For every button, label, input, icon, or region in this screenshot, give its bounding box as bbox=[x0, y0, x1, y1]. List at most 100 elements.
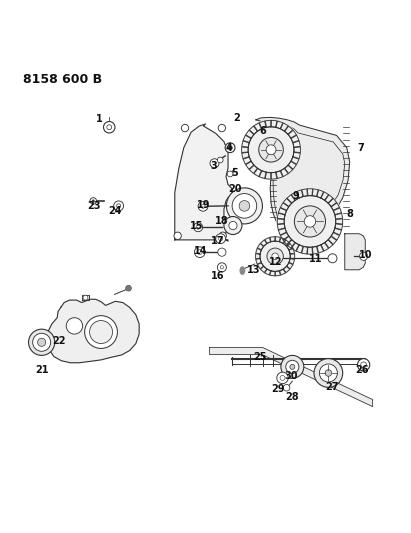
Circle shape bbox=[66, 318, 83, 334]
Polygon shape bbox=[265, 172, 271, 179]
Polygon shape bbox=[242, 147, 248, 152]
Polygon shape bbox=[291, 157, 299, 164]
Polygon shape bbox=[287, 195, 295, 203]
Polygon shape bbox=[246, 130, 254, 138]
Circle shape bbox=[104, 122, 115, 133]
Polygon shape bbox=[321, 192, 328, 200]
Polygon shape bbox=[242, 152, 249, 159]
Circle shape bbox=[266, 145, 276, 155]
Polygon shape bbox=[312, 246, 318, 254]
Polygon shape bbox=[240, 267, 245, 274]
Circle shape bbox=[219, 232, 226, 239]
Polygon shape bbox=[285, 165, 293, 173]
Text: 27: 27 bbox=[325, 382, 338, 392]
Circle shape bbox=[114, 201, 124, 211]
Polygon shape bbox=[317, 245, 323, 253]
Polygon shape bbox=[277, 219, 284, 224]
Text: 3: 3 bbox=[210, 161, 217, 171]
Circle shape bbox=[225, 143, 235, 152]
Text: 18: 18 bbox=[215, 216, 229, 225]
Polygon shape bbox=[82, 295, 89, 300]
Circle shape bbox=[319, 364, 337, 382]
Circle shape bbox=[218, 248, 226, 256]
Circle shape bbox=[272, 253, 278, 260]
Text: 29: 29 bbox=[272, 384, 285, 394]
Text: 15: 15 bbox=[190, 221, 203, 231]
Circle shape bbox=[325, 370, 332, 376]
Polygon shape bbox=[312, 189, 318, 197]
Text: 10: 10 bbox=[358, 250, 372, 260]
Polygon shape bbox=[265, 238, 271, 244]
Polygon shape bbox=[307, 189, 312, 196]
Text: 14: 14 bbox=[194, 246, 207, 256]
Polygon shape bbox=[270, 271, 275, 276]
Circle shape bbox=[90, 198, 97, 204]
Polygon shape bbox=[46, 299, 139, 363]
Polygon shape bbox=[277, 213, 285, 219]
Polygon shape bbox=[336, 219, 343, 224]
Polygon shape bbox=[335, 213, 343, 219]
Polygon shape bbox=[271, 120, 277, 127]
Circle shape bbox=[224, 216, 242, 235]
Circle shape bbox=[277, 372, 288, 384]
Circle shape bbox=[283, 384, 290, 391]
Circle shape bbox=[228, 146, 232, 150]
Text: 5: 5 bbox=[232, 168, 238, 178]
Polygon shape bbox=[277, 224, 285, 230]
Polygon shape bbox=[259, 171, 266, 179]
Polygon shape bbox=[270, 237, 275, 241]
Polygon shape bbox=[288, 130, 296, 138]
Text: 23: 23 bbox=[87, 201, 101, 211]
Polygon shape bbox=[288, 161, 296, 169]
Polygon shape bbox=[256, 117, 350, 230]
Circle shape bbox=[90, 320, 113, 343]
Polygon shape bbox=[302, 246, 307, 254]
Polygon shape bbox=[283, 237, 291, 245]
Polygon shape bbox=[333, 208, 342, 215]
Text: 6: 6 bbox=[259, 126, 266, 136]
Circle shape bbox=[210, 159, 219, 168]
Polygon shape bbox=[265, 120, 271, 127]
Circle shape bbox=[194, 223, 203, 232]
Polygon shape bbox=[210, 348, 373, 407]
Polygon shape bbox=[265, 269, 271, 275]
Text: 8: 8 bbox=[346, 209, 353, 219]
Polygon shape bbox=[276, 171, 283, 179]
Text: 28: 28 bbox=[286, 392, 299, 402]
Circle shape bbox=[286, 360, 299, 374]
Text: 26: 26 bbox=[355, 365, 369, 375]
Polygon shape bbox=[275, 271, 280, 276]
Text: 11: 11 bbox=[309, 254, 323, 264]
Polygon shape bbox=[291, 135, 299, 142]
Circle shape bbox=[267, 248, 283, 264]
Circle shape bbox=[360, 252, 368, 260]
Polygon shape bbox=[293, 152, 300, 159]
Polygon shape bbox=[291, 243, 299, 251]
Polygon shape bbox=[296, 190, 303, 198]
Polygon shape bbox=[333, 228, 342, 235]
Polygon shape bbox=[335, 224, 343, 230]
Circle shape bbox=[83, 295, 88, 300]
Text: 25: 25 bbox=[253, 352, 266, 362]
Text: 20: 20 bbox=[228, 184, 242, 195]
Circle shape bbox=[217, 157, 223, 163]
Polygon shape bbox=[279, 238, 286, 244]
Polygon shape bbox=[279, 269, 286, 275]
Circle shape bbox=[304, 216, 316, 227]
Polygon shape bbox=[278, 228, 286, 235]
Text: 21: 21 bbox=[35, 365, 48, 375]
Polygon shape bbox=[331, 232, 339, 240]
Polygon shape bbox=[284, 266, 290, 273]
Polygon shape bbox=[259, 121, 266, 128]
Polygon shape bbox=[294, 147, 300, 152]
Polygon shape bbox=[296, 245, 303, 253]
Circle shape bbox=[126, 285, 132, 291]
Polygon shape bbox=[246, 161, 254, 169]
Text: 30: 30 bbox=[284, 372, 298, 381]
Polygon shape bbox=[256, 237, 295, 276]
Polygon shape bbox=[257, 244, 263, 250]
Polygon shape bbox=[307, 247, 312, 254]
Polygon shape bbox=[290, 254, 295, 259]
Circle shape bbox=[218, 124, 226, 132]
Polygon shape bbox=[289, 259, 295, 264]
